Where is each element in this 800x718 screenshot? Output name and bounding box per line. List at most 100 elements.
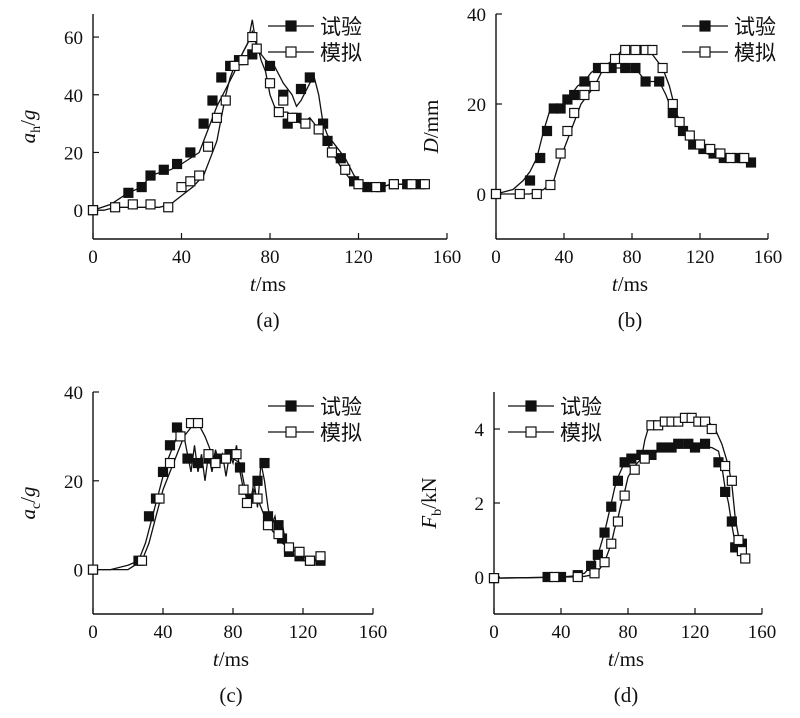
- data-marker-sim: [406, 179, 417, 190]
- y-tick-label: 40: [64, 383, 83, 404]
- y-tick-label: 40: [64, 86, 83, 107]
- data-marker-sim: [185, 176, 196, 187]
- y-axis-label-sub: c: [29, 503, 44, 509]
- data-marker-sim: [599, 557, 610, 568]
- data-marker-test: [322, 135, 333, 147]
- data-marker-test: [612, 475, 624, 486]
- data-marker-sim: [488, 573, 500, 584]
- data-marker-sim: [211, 112, 222, 123]
- data-marker-sim: [273, 106, 284, 118]
- x-tick-label: 80: [619, 622, 638, 643]
- data-marker-test: [592, 549, 603, 560]
- panel-caption: (c): [219, 683, 242, 707]
- data-marker-sim: [388, 179, 399, 190]
- data-marker-test: [720, 486, 731, 497]
- x-axis-label-var: t: [213, 647, 220, 671]
- data-marker-sim: [647, 44, 658, 56]
- data-marker-sim: [247, 31, 258, 43]
- data-marker-sim: [194, 170, 205, 181]
- data-marker-sim: [203, 449, 214, 460]
- data-marker-test: [123, 187, 134, 198]
- legend-marker-test: [699, 20, 711, 32]
- y-axis-label: ac/g: [16, 486, 44, 519]
- data-marker-sim: [657, 62, 668, 74]
- data-marker-sim: [694, 139, 706, 150]
- x-tick-label: 80: [261, 247, 280, 268]
- data-marker-test: [656, 442, 667, 453]
- data-marker-test: [171, 158, 183, 170]
- data-marker-sim: [639, 453, 650, 464]
- data-marker-test: [158, 164, 169, 175]
- data-marker-test: [579, 76, 590, 87]
- y-axis-label: Fb/kN: [417, 477, 445, 529]
- series-line-test: [493, 443, 743, 579]
- data-marker-sim: [599, 62, 610, 74]
- legend-label-sim: 模拟: [320, 41, 362, 65]
- y-tick-label: 40: [467, 5, 486, 26]
- data-marker-sim: [110, 202, 121, 213]
- data-marker-test: [207, 95, 218, 106]
- data-marker-test: [171, 422, 183, 433]
- data-marker-sim: [154, 493, 165, 504]
- y-tick-label: 0: [74, 561, 84, 582]
- data-marker-sim: [725, 152, 736, 164]
- data-marker-sim: [262, 520, 274, 531]
- x-tick-label: 40: [555, 247, 574, 268]
- data-marker-sim: [145, 199, 156, 210]
- data-marker-sim: [579, 89, 590, 101]
- data-marker-test: [689, 442, 701, 453]
- data-marker-sim: [531, 188, 542, 200]
- y-axis-label-unit-var: g: [16, 110, 40, 121]
- x-axis-label: t/ms: [608, 647, 644, 671]
- data-marker-test: [541, 125, 553, 137]
- legend-label-sim: 模拟: [320, 421, 362, 445]
- data-marker-sim: [251, 43, 262, 54]
- data-marker-test: [252, 475, 263, 486]
- y-tick-label: 20: [467, 95, 486, 116]
- data-marker-sim: [229, 60, 240, 72]
- panel-caption: (b): [618, 308, 643, 332]
- x-tick-label: 0: [88, 247, 98, 268]
- data-marker-sim: [210, 457, 221, 469]
- y-axis-label-var: a: [16, 509, 40, 520]
- data-marker-sim: [720, 460, 731, 472]
- data-marker-sim: [192, 417, 204, 429]
- data-marker-sim: [706, 423, 717, 435]
- y-axis-label-var: F: [417, 516, 441, 530]
- data-marker-test: [640, 76, 651, 87]
- data-marker-sim: [514, 188, 525, 200]
- data-marker-test: [136, 181, 147, 193]
- x-axis-label: t/ms: [612, 272, 648, 296]
- data-marker-sim: [238, 55, 249, 66]
- x-tick-label: 80: [224, 622, 243, 643]
- data-marker-sim: [163, 202, 174, 213]
- data-marker-sim: [549, 571, 560, 583]
- x-tick-label: 40: [154, 622, 173, 643]
- x-tick-label: 0: [491, 247, 501, 268]
- x-tick-label: 40: [172, 247, 191, 268]
- data-marker-sim: [353, 179, 364, 190]
- data-marker-sim: [545, 179, 556, 191]
- data-marker-sim: [304, 555, 316, 566]
- y-tick-label: 2: [475, 494, 485, 515]
- data-marker-sim: [326, 147, 338, 158]
- y-axis-label-unit: /mm: [419, 100, 443, 139]
- data-marker-test: [606, 501, 617, 512]
- data-marker-sim: [87, 564, 99, 575]
- data-marker-sim: [252, 493, 263, 504]
- data-marker-sim: [630, 44, 641, 56]
- data-marker-test: [295, 83, 307, 95]
- data-marker-test: [143, 511, 155, 522]
- x-tick-label: 120: [686, 247, 715, 268]
- legend-marker-sim: [285, 426, 297, 438]
- x-tick-label: 120: [289, 622, 318, 643]
- x-tick-label: 120: [681, 622, 710, 643]
- data-marker-sim: [264, 78, 276, 89]
- y-axis-label-sub: h: [29, 126, 44, 133]
- data-marker-sim: [315, 551, 326, 562]
- legend-marker-sim: [525, 426, 537, 438]
- x-tick-label: 160: [754, 247, 783, 268]
- data-marker-sim: [733, 534, 744, 546]
- y-axis-label: ah/g: [16, 110, 44, 144]
